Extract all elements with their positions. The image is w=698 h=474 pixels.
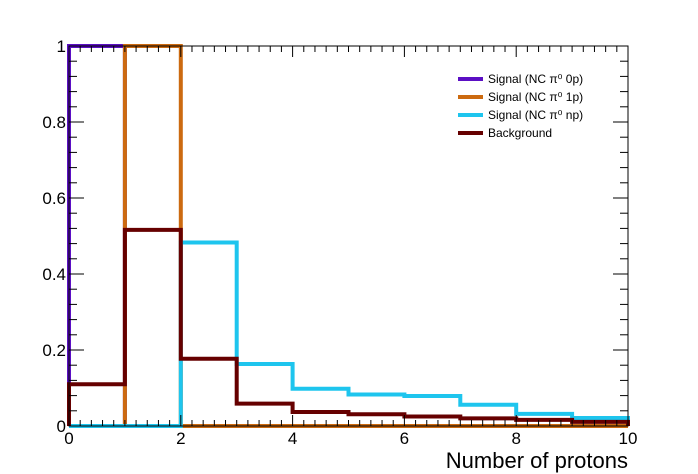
y-tick-label: 0.6 bbox=[42, 189, 66, 208]
series-2-histogram bbox=[69, 240, 630, 428]
x-tick-label: 8 bbox=[511, 429, 520, 448]
x-tick-label: 0 bbox=[64, 429, 73, 448]
x-tick-label: 2 bbox=[176, 429, 185, 448]
legend-label: Signal (NC π⁰ 0p) bbox=[488, 72, 583, 86]
y-tick-label: 0.2 bbox=[42, 341, 66, 360]
legend-label: Signal (NC π⁰ np) bbox=[488, 108, 583, 122]
x-tick-label: 4 bbox=[288, 429, 297, 448]
y-tick-label: 0.8 bbox=[42, 113, 66, 132]
series-3-histogram bbox=[67, 227, 630, 426]
x-tick-label: 10 bbox=[619, 429, 638, 448]
x-axis-title: Number of protons bbox=[446, 448, 628, 473]
legend-label: Signal (NC π⁰ 1p) bbox=[488, 90, 583, 104]
x-tick-label: 6 bbox=[400, 429, 409, 448]
y-tick-label: 0 bbox=[57, 417, 66, 436]
y-tick-label: 1 bbox=[57, 37, 66, 56]
y-tick-label: 0.4 bbox=[42, 265, 66, 284]
legend-label: Background bbox=[488, 126, 552, 140]
legend: Signal (NC π⁰ 0p) Signal (NC π⁰ 1p) Signal… bbox=[458, 72, 583, 140]
